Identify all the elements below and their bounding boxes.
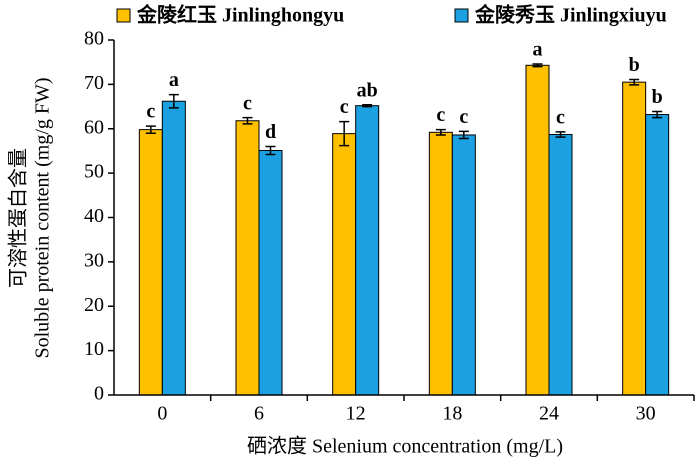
significance-letter: b xyxy=(652,86,663,108)
bar xyxy=(235,120,260,396)
error-bar xyxy=(555,131,566,138)
bar xyxy=(138,129,163,396)
y-label-group: 可溶性蛋白含量 Soluble protein content (mg/g FW… xyxy=(7,77,54,358)
x-tick-label: 24 xyxy=(539,403,559,425)
error-bar xyxy=(435,128,446,136)
y-axis-label: 可溶性蛋白含量 xyxy=(7,148,30,288)
y-tick-label: 50 xyxy=(84,161,104,183)
bar xyxy=(525,64,550,396)
error-bar xyxy=(362,104,373,108)
error-bar xyxy=(145,125,156,134)
legend-label: 金陵秀玉 Jinlingxiuyu xyxy=(474,3,667,27)
bar xyxy=(332,133,357,396)
significance-letter: c xyxy=(436,104,445,126)
y-tick-label: 60 xyxy=(84,116,104,138)
error-bar xyxy=(168,93,179,109)
error-bar xyxy=(339,120,350,147)
legend-swatch xyxy=(454,8,469,23)
x-tick-label: 12 xyxy=(346,403,366,425)
error-bar xyxy=(242,116,253,125)
x-tick-label: 30 xyxy=(636,403,656,425)
error-bar xyxy=(652,110,663,119)
error-bar xyxy=(629,78,640,86)
x-tick-label: 18 xyxy=(442,403,462,425)
y-tick-label: 70 xyxy=(84,72,104,94)
significance-letter: a xyxy=(169,69,179,91)
significance-letter: ab xyxy=(357,79,378,101)
y-tick-label: 80 xyxy=(84,28,104,50)
y-tick-label: 20 xyxy=(84,294,104,316)
bar xyxy=(355,105,380,396)
y-tick-label: 40 xyxy=(84,205,104,227)
bar xyxy=(258,149,283,396)
significance-letter: d xyxy=(265,121,276,143)
significance-letter: c xyxy=(146,101,155,123)
bar xyxy=(451,134,476,396)
y-tick-label: 10 xyxy=(84,338,104,360)
bar xyxy=(548,134,573,396)
error-bar xyxy=(458,130,469,140)
significance-letter: c xyxy=(459,106,468,128)
x-tick-label: 0 xyxy=(157,403,167,425)
legend-swatch xyxy=(116,8,131,23)
y-tick-label: 30 xyxy=(84,249,104,271)
significance-letter: b xyxy=(629,54,640,76)
legend-label: 金陵红玉 Jinlinghongyu xyxy=(136,3,344,27)
significance-letter: a xyxy=(533,39,543,61)
x-axis-label: 硒浓度 Selenium concentration (mg/L) xyxy=(247,435,563,458)
significance-letter: c xyxy=(340,96,349,118)
significance-letter: c xyxy=(556,106,565,128)
y-tick-label: 0 xyxy=(94,383,104,405)
error-bar xyxy=(532,63,543,68)
error-bar xyxy=(265,145,276,156)
y-axis-label: Soluble protein content (mg/g FW) xyxy=(32,77,54,358)
bar xyxy=(428,131,453,396)
x-tick-label: 6 xyxy=(254,403,264,425)
bar xyxy=(645,114,670,396)
bar xyxy=(161,100,186,396)
significance-letter: c xyxy=(243,92,252,114)
bar xyxy=(622,81,647,396)
